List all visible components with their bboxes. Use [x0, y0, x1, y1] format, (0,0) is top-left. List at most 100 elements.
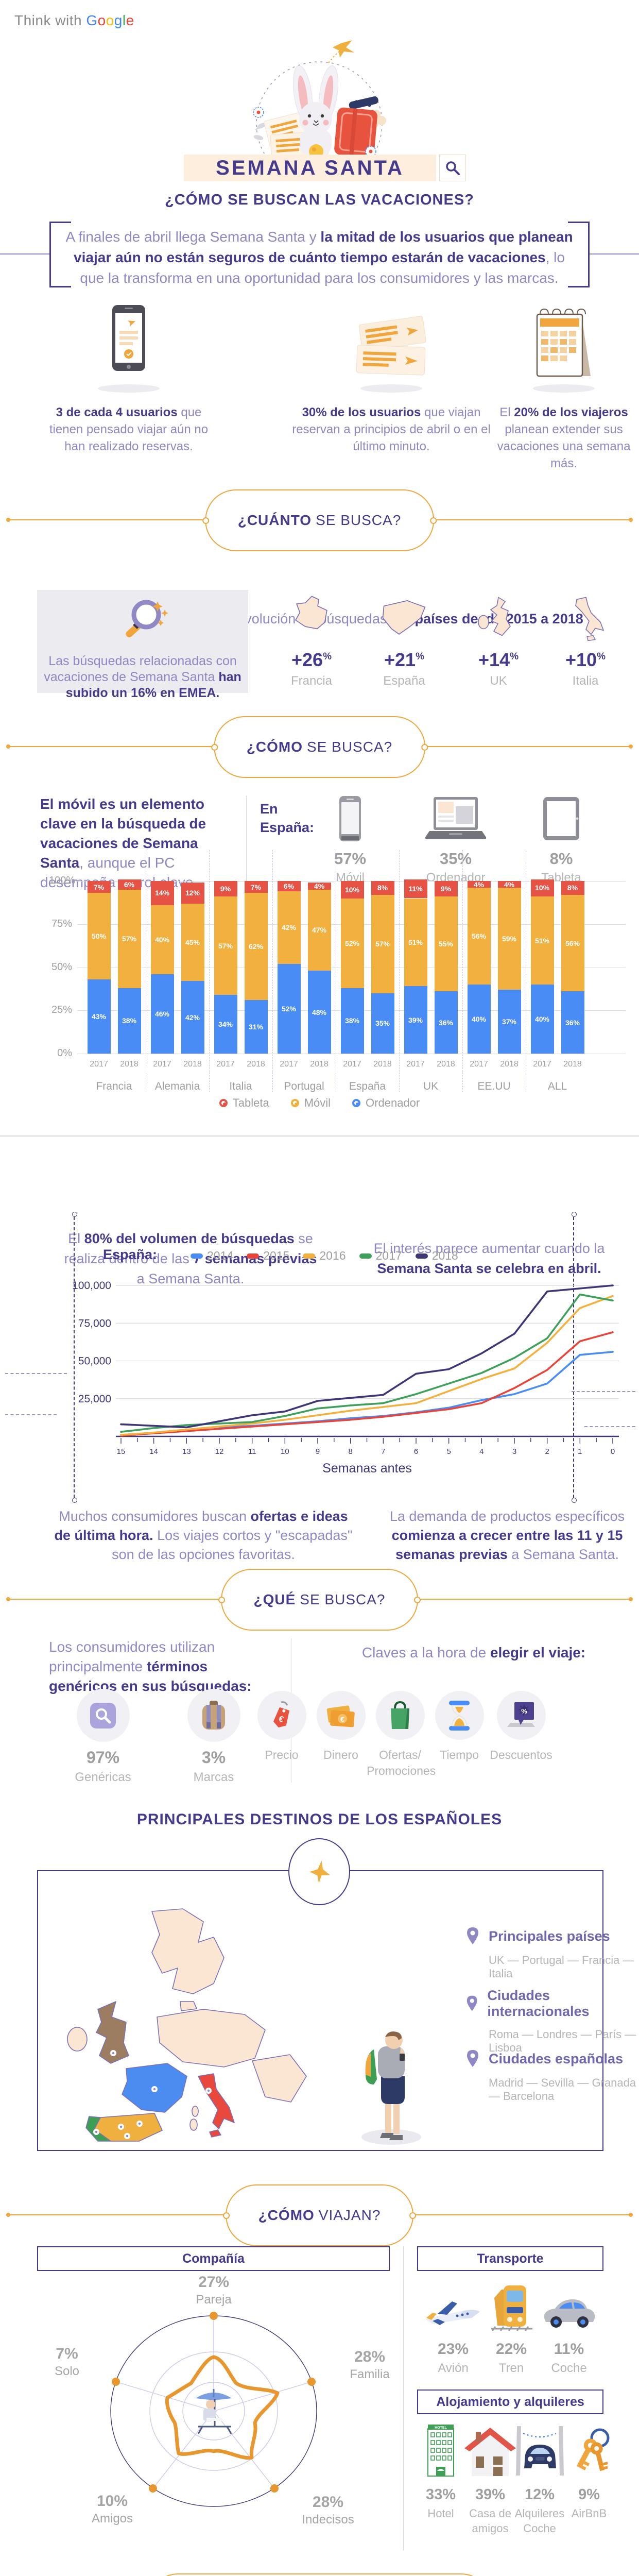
uk-shape [96, 2001, 129, 2064]
spain-map-icon [382, 600, 426, 635]
google-letter: g [114, 12, 123, 28]
x-tick-label: 7 [381, 1447, 385, 1456]
legend-label: Ordenador [366, 1096, 420, 1109]
bar-segment-movil: 57% [117, 889, 141, 988]
bar-segment-movil: 56% [467, 888, 491, 985]
legend-item-tableta: Tableta [219, 1096, 269, 1110]
easter-bunny-travel-illustration [253, 40, 386, 155]
balkans-shape [252, 2054, 307, 2103]
portugal-shape [85, 2116, 111, 2142]
think-with-google-logo: Think with Google [14, 12, 134, 29]
bar-year-label: 2017 [533, 1060, 551, 1069]
section-divider [0, 1135, 639, 1137]
scandinavia-shape [151, 1908, 224, 1994]
bar-segment-ordenador: 40% [467, 985, 491, 1054]
corsica-shape [192, 2106, 199, 2117]
discount-icon: % [507, 1702, 535, 1727]
device-stat-tableta: 8% Tableta [517, 793, 605, 885]
x-tick-label: 13 [182, 1447, 191, 1456]
bar-segment-tableta: 10% [530, 879, 554, 897]
stat-extend-vacation: El 20% de los viajeros planean extender … [489, 291, 638, 472]
bar-country-label: Alemania [154, 1080, 200, 1092]
group-separator [272, 850, 273, 1092]
search-icon [90, 1702, 116, 1728]
alojamiento-hotel: HOTEL 33% Hotel [412, 2419, 469, 2521]
denmark-shape [180, 2001, 197, 2011]
bar-segment-ordenador: 36% [561, 991, 584, 1054]
bar-segment-ordenador: 40% [530, 985, 554, 1054]
suitcase-illustration [334, 96, 378, 155]
emea-highlight-box: Las búsquedas relacionadas con vacacione… [37, 590, 248, 700]
legend-label: Tableta [232, 1096, 269, 1109]
section-pill: ¿CUÁNTO SE BUSCA? [202, 489, 437, 551]
legend-label: Móvil [304, 1096, 331, 1109]
dest-group-espanolas: Ciudades españolas Madrid — Sevilla — Gr… [466, 2049, 639, 2103]
compania-box-title: Compañía [37, 2246, 390, 2271]
bar-segment-movil: 59% [497, 888, 521, 990]
destinos-title: PRINCIPALES DESTINOS DE LOS ESPAÑOLES [136, 1811, 503, 1828]
bar-year-label: 2017 [216, 1060, 235, 1069]
x-tick-label: 2 [545, 1447, 549, 1456]
section-pill: ¿QUÉ PUEDEN HACERLAS MARCAS? [147, 2573, 492, 2576]
google-logo: Google [86, 12, 134, 28]
bar-year-label: 2017 [280, 1060, 298, 1069]
divider-line [0, 253, 49, 255]
bar-segment-movil: 62% [244, 893, 268, 1001]
y-axis-label: 75% [51, 918, 72, 929]
term-genericas: 97% Genéricas [59, 1689, 147, 1785]
emea-text: Las búsquedas relacionadas con vacacione… [44, 654, 241, 700]
bar-segment-tableta: 4% [467, 880, 491, 889]
keys-icon [576, 2428, 609, 2471]
airplane-icon [309, 1860, 331, 1884]
alojamiento-alquiler-coche: 12% Alquileres Coche [511, 2419, 568, 2536]
line-series-2016 [120, 1295, 614, 1436]
legend-label: 2018 [431, 1249, 458, 1262]
bar-segment-ordenador: 48% [307, 971, 331, 1054]
transporte-avion: 23% Avión [415, 2280, 492, 2376]
interest-april-text: El interés parece aumentar cuando la Sem… [373, 1241, 605, 1276]
compania-radar-chart [110, 2312, 317, 2507]
section-pill: ¿QUÉ SE BUSCA? [218, 1569, 421, 1631]
bar-segment-movil: 45% [181, 903, 204, 981]
hourglass-icon [449, 1700, 470, 1731]
line-series-2018 [120, 1284, 614, 1429]
quote-bracket-left [49, 222, 71, 287]
bar-segment-tableta: 4% [307, 882, 331, 890]
bar-segment-tableta: 6% [277, 881, 301, 892]
bar-year-label: 2018 [310, 1060, 329, 1069]
x-tick-label: 1 [578, 1447, 582, 1456]
bar-country-label: Portugal [284, 1080, 324, 1092]
calendar-icon [536, 308, 591, 377]
section-header-que: ¿QUÉ SE BUSCA? [0, 1569, 639, 1631]
bunny-illustration [293, 65, 338, 155]
ireland-shape [67, 2027, 88, 2052]
intro-seg-bold: la mitad de los usuarios que planean via… [74, 229, 573, 265]
x-tick-label: 8 [348, 1447, 352, 1456]
legend-label: 2016 [319, 1249, 346, 1262]
bar-segment-ordenador: 38% [340, 988, 364, 1054]
google-letter: G [86, 12, 98, 28]
dashed-path-badge [253, 107, 264, 118]
plane-illustration [328, 40, 354, 63]
bar-segment-ordenador: 31% [244, 1000, 268, 1054]
backpack-icon [202, 1700, 225, 1730]
bar-segment-ordenador: 52% [277, 963, 301, 1054]
divider-line [590, 253, 639, 255]
line-legend-item-2017: 2017 [359, 1249, 402, 1263]
bar-segment-ordenador: 43% [87, 979, 111, 1054]
bar-year-label: 2017 [343, 1060, 361, 1069]
dashed-decoration [5, 1373, 67, 1374]
bar-country-label: Francia [96, 1080, 132, 1092]
google-letter: l [122, 12, 126, 28]
volume-7-weeks-text: El 80% del volumen de búsquedas se reali… [64, 1231, 317, 1286]
plane-tickets-icon [356, 316, 426, 376]
hotel-icon: HOTEL [427, 2425, 454, 2477]
generic-terms-text: Los consumidores utilizan principalmente… [49, 1639, 252, 1694]
bar-segment-ordenador: 37% [497, 990, 521, 1054]
plane-badge [288, 1838, 350, 1905]
tablet-icon [543, 797, 579, 840]
radar-data-blob [165, 2355, 280, 2460]
clave-precio: € Precio [248, 1691, 315, 1763]
transporte-tren: 22% Tren [473, 2280, 550, 2376]
line-legend-item-2015: 2015 [247, 1249, 289, 1263]
